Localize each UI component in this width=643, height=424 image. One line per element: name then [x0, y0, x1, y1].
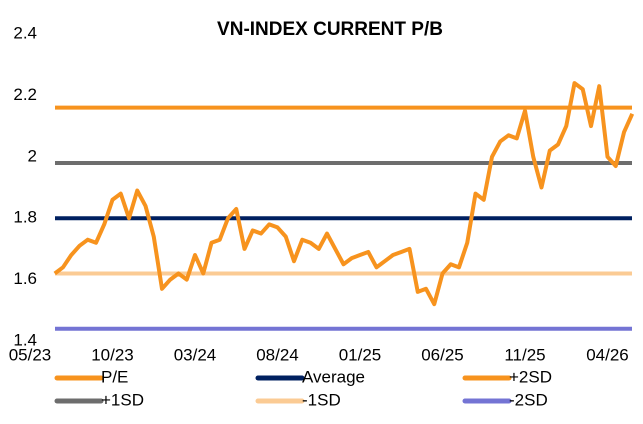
legend-label: +1SD	[101, 390, 144, 409]
y-tick-label: 1.4	[13, 330, 37, 349]
y-tick-label: 2.2	[13, 85, 37, 104]
y-tick-label: 1.6	[13, 269, 37, 288]
x-tick-label: 05/23	[9, 345, 52, 364]
x-tick-label: 01/25	[339, 345, 382, 364]
legend-label: +2SD	[509, 367, 552, 386]
y-tick-label: 1.8	[13, 208, 37, 227]
legend-label: P/E	[101, 367, 128, 386]
chart-title: VN-INDEX CURRENT P/B	[217, 19, 443, 40]
data-line	[53, 81, 635, 307]
legend-label: Average	[302, 367, 365, 386]
legend-label: -1SD	[302, 390, 341, 409]
y-tick-label: 2	[28, 146, 37, 165]
legend-label: -2SD	[509, 390, 548, 409]
x-tick-label: 08/24	[256, 345, 299, 364]
x-tick-label: 06/25	[421, 345, 464, 364]
x-tick-label: 11/25	[504, 345, 545, 364]
x-tick-label: 03/24	[174, 345, 217, 364]
x-tick-label: 04/26	[586, 345, 629, 364]
x-tick-label: 10/23	[91, 345, 134, 364]
y-tick-label: 2.4	[13, 23, 37, 42]
